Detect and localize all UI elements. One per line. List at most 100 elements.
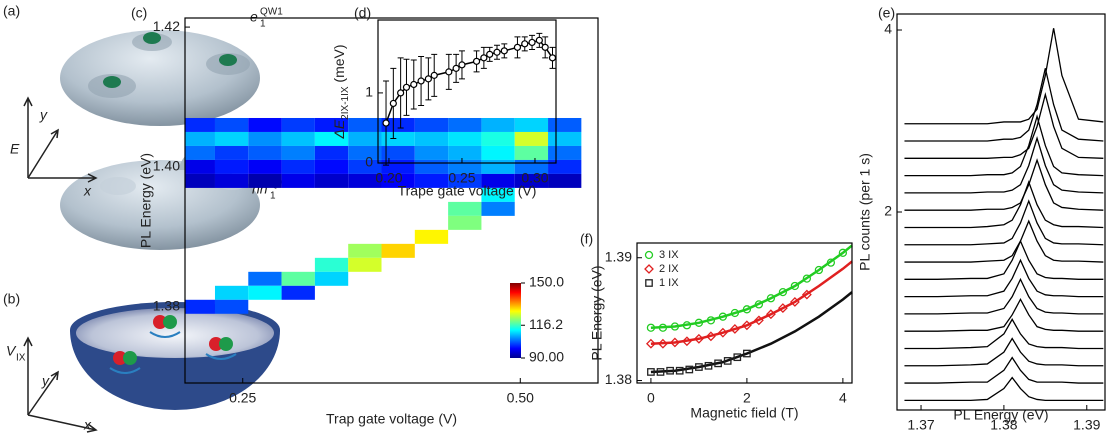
spectrum: [904, 158, 1104, 211]
y-tick-label: 1.38: [153, 297, 180, 313]
heat-cell: [214, 131, 249, 146]
data-point: [528, 38, 536, 47]
data-point: [389, 99, 397, 108]
x-tick-label: 0.25: [448, 170, 475, 186]
panel-label: (b): [3, 291, 20, 307]
panel-label: (d): [354, 5, 371, 21]
spectrum: [904, 297, 1104, 332]
marker: [766, 294, 776, 303]
heat-cell: [514, 145, 549, 160]
spectrum: [904, 92, 1104, 159]
heat-cell: [214, 285, 249, 300]
axis-letter: x: [83, 183, 92, 199]
illustration-b: (b) V IX y x: [3, 291, 280, 433]
plot-frame: [896, 13, 1106, 411]
marker: [645, 338, 656, 349]
heat-cell: [481, 145, 515, 160]
y-label-main: ΔE: [331, 119, 347, 139]
x-tick-label: 1.37: [907, 417, 934, 433]
data-point: [430, 71, 438, 79]
fit-line: [650, 291, 853, 374]
panel-label: (a): [3, 3, 20, 19]
marker: [743, 349, 751, 358]
marker: [693, 333, 704, 344]
marker: [801, 289, 812, 300]
heat-cell: [481, 201, 515, 216]
y-tick-label: 2: [884, 203, 892, 219]
heat-cell: [248, 271, 282, 286]
energy-surface: [60, 30, 260, 126]
data-point: [521, 40, 529, 48]
marker: [714, 359, 722, 368]
heat-cell: [448, 173, 482, 188]
heat-cell: [414, 117, 449, 132]
heat-cell: [314, 117, 349, 132]
heat-cell: [514, 131, 549, 146]
heat-cell: [281, 131, 315, 146]
x-axis-label: Trap gate voltage (V): [326, 411, 457, 427]
legend-label: 2 IX: [659, 263, 679, 275]
y-axis-label: PL Energy (eV): [589, 265, 605, 360]
heat-cell: [248, 131, 282, 146]
heat-cell: [414, 145, 449, 160]
heat-cell: [314, 257, 349, 272]
heat-cell: [381, 145, 415, 160]
heat-cell: [481, 131, 515, 146]
heat-cell: [348, 159, 382, 174]
marker: [658, 323, 668, 332]
heat-cell: [448, 145, 482, 160]
heat-cell: [185, 159, 215, 174]
axes-arrows: [23, 336, 98, 433]
data-point: [486, 50, 494, 58]
spectrum: [904, 318, 1104, 350]
heat-cell: [381, 243, 415, 258]
marker: [753, 315, 764, 326]
heat-cell: [248, 117, 282, 132]
axis-letter: E: [10, 141, 20, 157]
marker: [675, 366, 684, 375]
heat-cell: [381, 131, 415, 146]
x-tick-label: 0.30: [521, 170, 548, 186]
spectrum: [904, 28, 1104, 125]
colorbar-label: 150.0: [529, 274, 564, 290]
bowl-inner: [76, 308, 274, 358]
heat-cell: [481, 173, 515, 188]
marker: [646, 323, 656, 332]
axis-letter: y: [39, 107, 48, 123]
marker: [705, 331, 716, 342]
fit-line: [650, 244, 853, 329]
plot-frame: [377, 19, 557, 164]
heat-cell: [185, 299, 215, 314]
marker: [802, 274, 812, 283]
heat-cell: [314, 145, 349, 160]
heat-cell: [314, 131, 349, 146]
marker: [657, 338, 668, 349]
spectrum: [904, 199, 1104, 246]
marker: [704, 361, 713, 370]
marker: [670, 322, 680, 331]
heat-cell: [214, 117, 249, 132]
x-tick-label: 0.25: [229, 390, 256, 406]
y-axis-label: ΔE2IX-1IX (meV): [331, 44, 351, 139]
marker: [666, 366, 674, 375]
data-point: [541, 43, 549, 51]
heat-cell: [248, 145, 282, 160]
y-tick-label: 0: [365, 154, 373, 170]
spectrum: [904, 239, 1104, 280]
panel-label: (f): [580, 231, 593, 247]
marker: [694, 318, 704, 327]
heat-cell: [548, 117, 582, 132]
heat-cell: [248, 159, 282, 174]
heat-cell: [214, 299, 249, 314]
panel-label: (c): [131, 5, 147, 21]
heat-cell: [281, 159, 315, 174]
heat-cell: [514, 173, 549, 188]
data-point: [452, 64, 460, 72]
state-sub: 1: [270, 191, 276, 202]
data-point: [548, 54, 557, 62]
spectrum: [904, 277, 1104, 315]
data-point: [424, 75, 432, 83]
legend-label: 1 IX: [659, 277, 679, 289]
